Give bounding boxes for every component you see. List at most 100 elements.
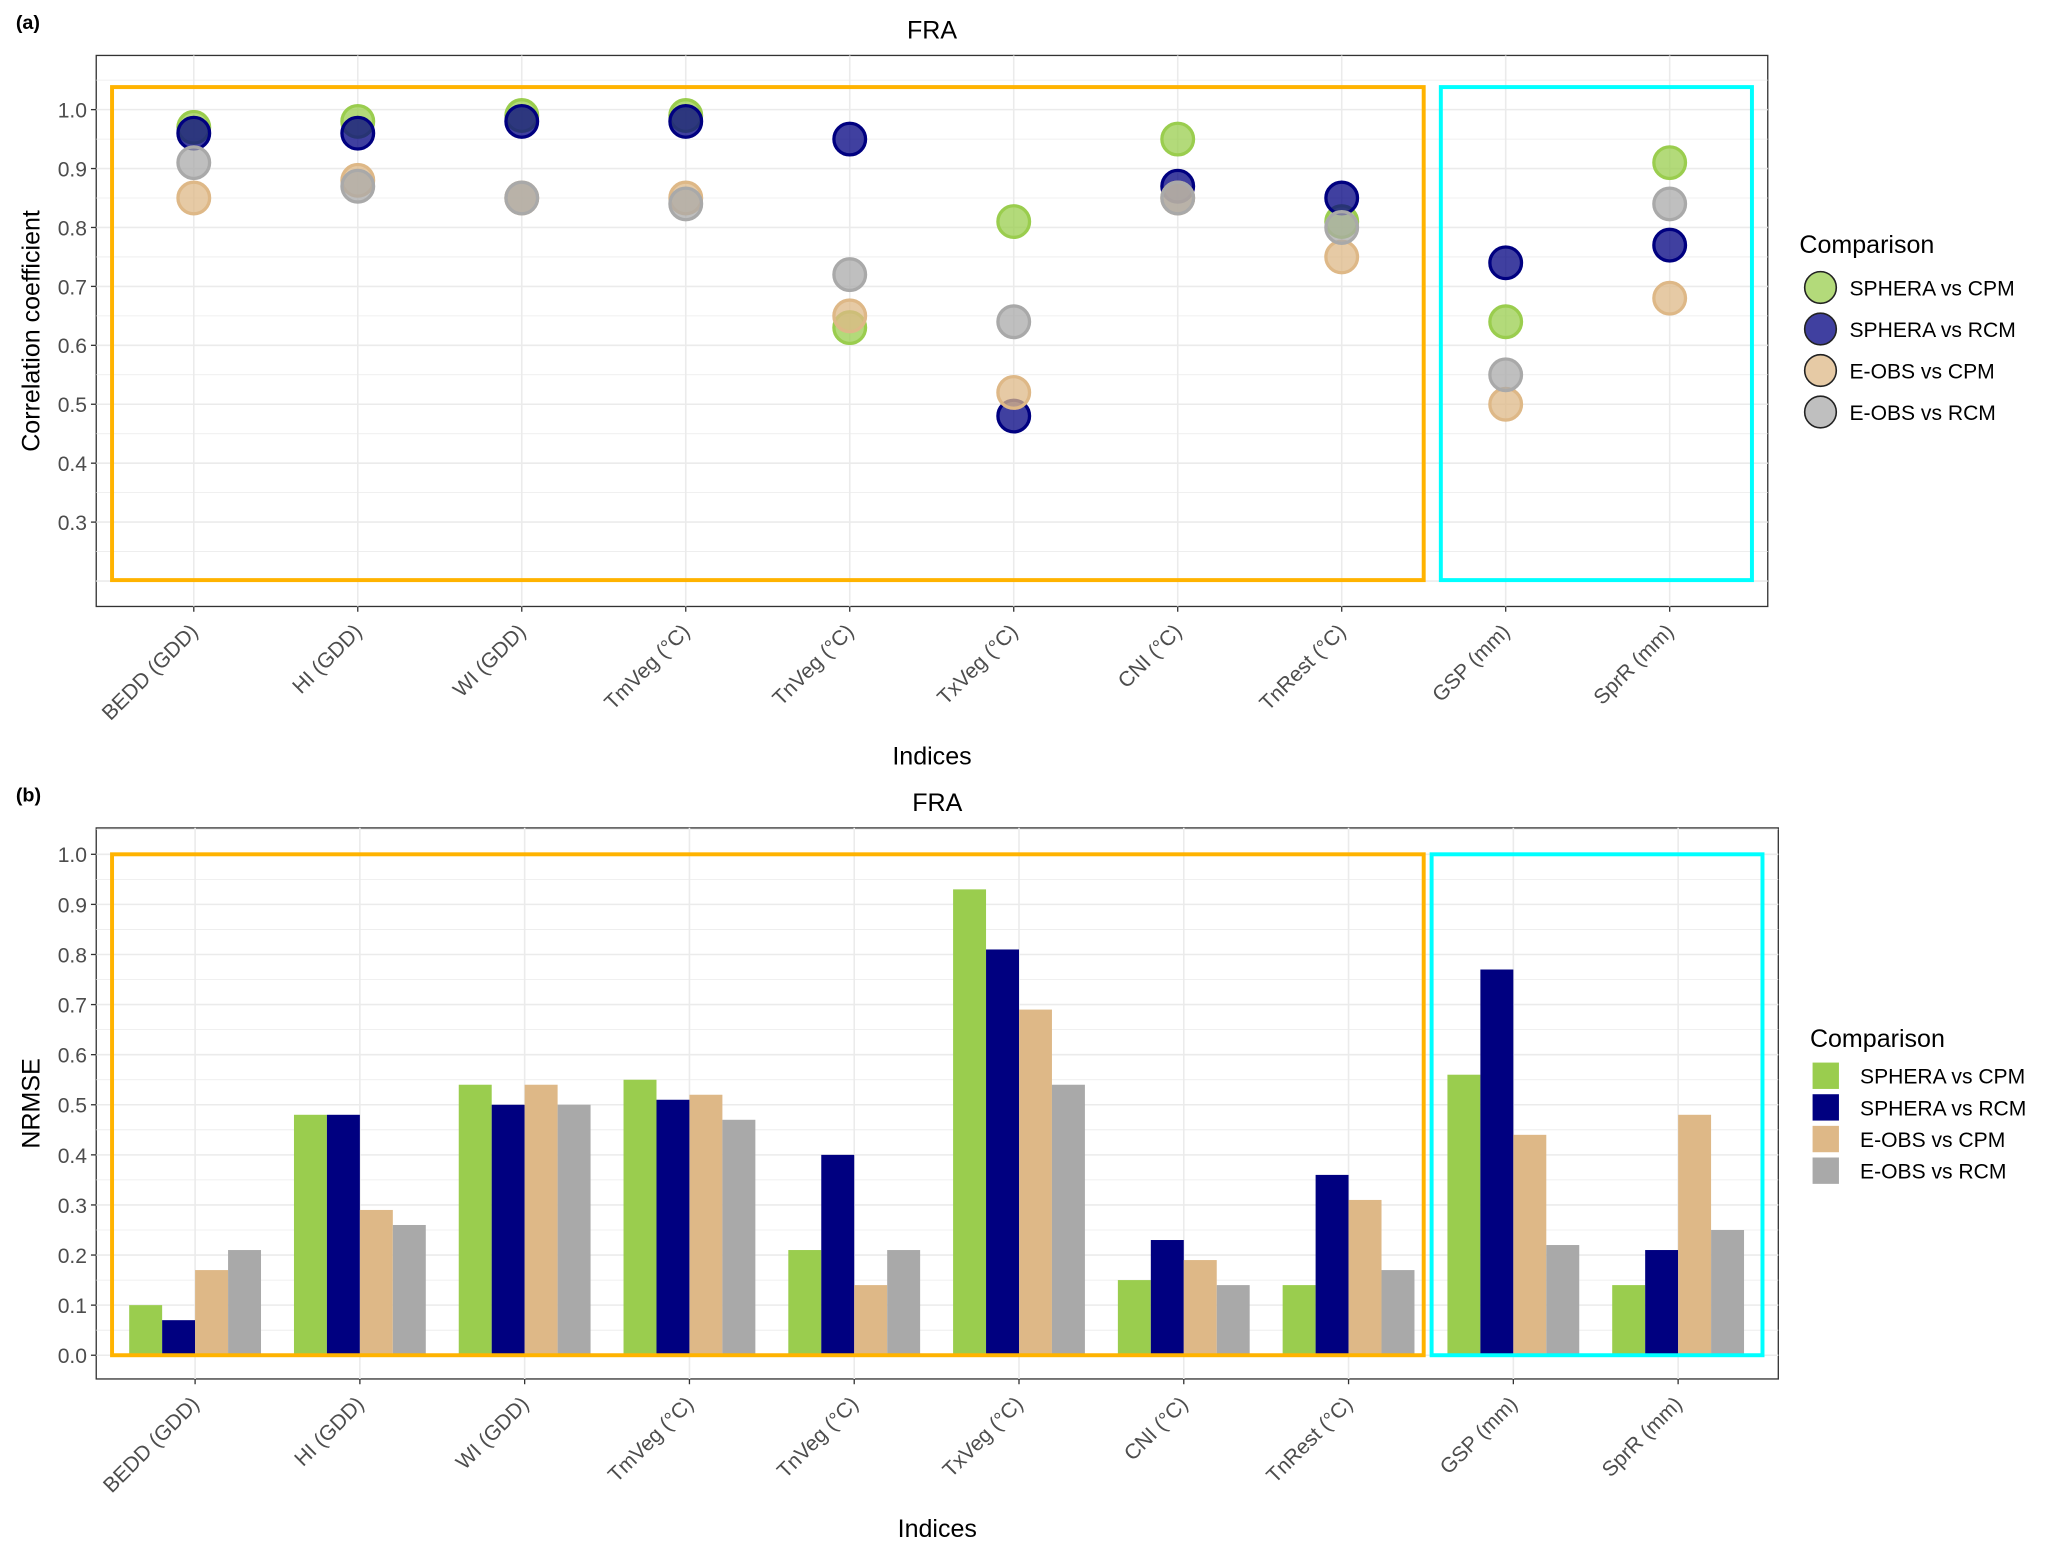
data-point [1324, 180, 1360, 216]
legend-label: SPHERA vs RCM [1860, 1097, 2026, 1120]
legend-item: E-OBS vs CPM [1812, 1125, 2005, 1153]
x-tick-label: CNI (°C) [1114, 620, 1187, 693]
bar [1645, 1250, 1679, 1356]
y-tick-label: 0.8 [58, 217, 87, 240]
bar [854, 1285, 888, 1356]
legend-label: SPHERA vs RCM [1849, 319, 2015, 342]
y-axis-title: Correlation coefficient [18, 210, 46, 452]
data-point [832, 298, 868, 334]
x-tick-label: GSP (mm) [1428, 620, 1514, 706]
y-tick-label: 0.6 [58, 335, 87, 358]
precipitation-indices-box [1438, 85, 1754, 583]
bar [986, 949, 1019, 1356]
chart-title: FRA [912, 789, 962, 817]
x-tick-label: TxVeg (°C) [938, 1393, 1027, 1482]
x-axis-title: Indices [898, 1515, 977, 1543]
y-tick-label: 1.0 [58, 100, 87, 123]
data-point [668, 103, 704, 139]
x-tick-label: TnRest (°C) [1255, 620, 1350, 715]
x-tick-label: SprR (mm) [1598, 1393, 1687, 1482]
y-tick-label: 0.5 [58, 1095, 87, 1118]
data-point [340, 168, 376, 204]
legend-swatch [1812, 1157, 1839, 1184]
x-tick-label: HI (GDD) [288, 620, 366, 698]
bar [1678, 1114, 1712, 1356]
data-point [668, 186, 704, 222]
data-point [504, 180, 540, 216]
legend: Comparison SPHERA vs CPM SPHERA vs RCM E-OB… [1799, 231, 2016, 429]
legend-item: SPHERA vs CPM [1812, 1062, 2025, 1089]
data-point [996, 304, 1032, 340]
x-tick-label: BEDD (GDD) [99, 1393, 204, 1498]
data-point [176, 115, 212, 151]
data-point [832, 121, 868, 157]
bar [689, 1094, 723, 1356]
bar [656, 1099, 690, 1356]
legend-item: SPHERA vs CPM [1803, 270, 2015, 305]
legend: Comparison SPHERA vs CPM SPHERA vs RCM E-OB… [1810, 1025, 2026, 1184]
data-point [1324, 239, 1360, 275]
y-tick-label: 0.9 [58, 158, 87, 181]
data-point [996, 204, 1032, 240]
bar [1315, 1174, 1349, 1356]
y-axis-title: NRMSE [18, 1058, 46, 1148]
data-point [1488, 304, 1524, 340]
data-point [1652, 227, 1688, 263]
panel-b-nrmse: (b) FRA 0.0 0.1 0.2 0.3 0.4 0.5 0.6 0.7 0.8 0.9 1.0 B… [16, 785, 2027, 1544]
bar [1381, 1270, 1415, 1356]
bar [1282, 1285, 1316, 1356]
bar [722, 1119, 756, 1356]
bar [1348, 1199, 1382, 1356]
bar [953, 889, 987, 1356]
chart-title: FRA [907, 16, 957, 44]
legend-swatch [1812, 1125, 1839, 1153]
x-tick-label: TnVeg (°C) [773, 1393, 863, 1483]
bar [293, 1114, 327, 1356]
y-tick-label: 0.3 [58, 512, 87, 535]
bar [1513, 1134, 1547, 1356]
bar [1711, 1229, 1745, 1356]
legend-item: E-OBS vs RCM [1803, 395, 1996, 429]
plot-area [95, 54, 1769, 608]
y-tick-label: 0.7 [58, 994, 87, 1017]
panel-label: (b) [16, 785, 41, 807]
legend-item: E-OBS vs RCM [1812, 1157, 2006, 1184]
legend-label: SPHERA vs CPM [1849, 277, 2014, 300]
panel-label: (a) [16, 12, 40, 34]
bar [1183, 1260, 1217, 1356]
data-point [1160, 121, 1196, 157]
x-tick-label: TnRest (°C) [1262, 1393, 1357, 1488]
data-point [340, 115, 376, 151]
y-tick-label: 0.4 [58, 1145, 88, 1168]
data-point [1652, 186, 1688, 222]
bar [162, 1320, 196, 1356]
precipitation-indices-box [1429, 852, 1765, 1358]
y-tick-label: 0.7 [58, 276, 87, 299]
data-point [1652, 145, 1688, 181]
data-point [832, 257, 868, 293]
legend-marker [1803, 270, 1838, 305]
bar [788, 1250, 822, 1356]
bar [228, 1250, 262, 1356]
x-tick-label: HI (GDD) [290, 1393, 368, 1471]
bar [623, 1079, 657, 1356]
bar [1546, 1245, 1580, 1356]
x-tick-label: CNI (°C) [1120, 1393, 1193, 1466]
bar [1480, 969, 1514, 1356]
bar [326, 1114, 360, 1356]
legend-label: SPHERA vs CPM [1860, 1066, 2025, 1089]
temperature-indices-box [110, 85, 1426, 583]
bar [1150, 1240, 1184, 1356]
legend-title: Comparison [1810, 1025, 1945, 1053]
y-tick-label: 0.2 [58, 1245, 87, 1268]
data-point [1324, 210, 1360, 245]
bar [1051, 1084, 1085, 1356]
bar [1117, 1280, 1151, 1356]
legend-label: E-OBS vs RCM [1849, 402, 1995, 425]
legend-item: E-OBS vs CPM [1803, 353, 1995, 388]
y-tick-label: 0.4 [58, 453, 88, 476]
bar [1447, 1074, 1481, 1356]
bar [491, 1104, 525, 1356]
bar [524, 1084, 558, 1356]
